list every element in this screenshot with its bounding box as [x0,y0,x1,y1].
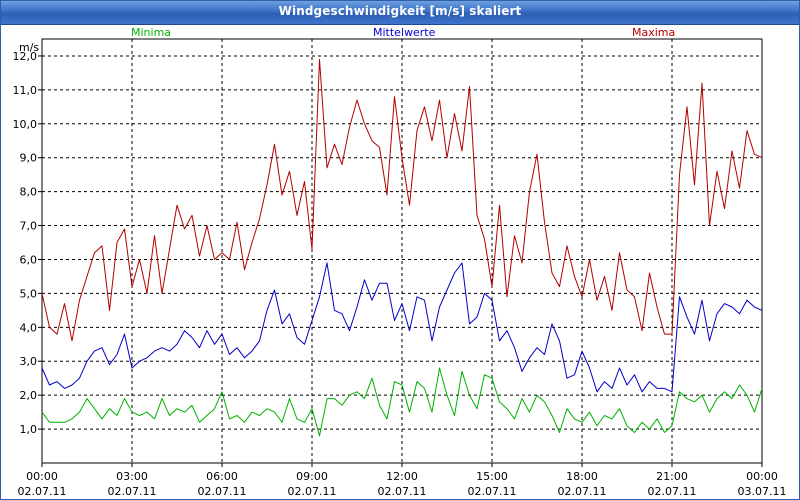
x-tick-date-label: 02.07.11 [468,485,517,498]
x-tick-date-label: 02.07.11 [288,485,337,498]
x-tick-time-label: 21:00 [656,470,688,483]
y-tick-label: 4,0 [20,321,38,334]
window-title: Windgeschwindigkeit [m/s] skaliert [278,4,522,18]
x-tick-time-label: 00:00 [746,470,778,483]
series-line-mittelwerte [41,262,763,393]
y-tick-label: 5,0 [20,287,38,300]
y-axis: 1,0 2,0 3,0 4,0 5,0 6,0 7,0 8,0 9,0 10,0 11,0 12,0 [13,50,42,436]
legend-mittelwerte: Mittelwerte [373,26,436,39]
title-bar: Windgeschwindigkeit [m/s] skaliert [1,1,799,25]
y-tick-label: 7,0 [20,220,38,233]
x-tick-date-label: 02.07.11 [18,485,67,498]
y-tick-label: 6,0 [20,253,38,266]
y-axis-unit-label: m/s [19,41,39,54]
x-tick-time-label: 03:00 [116,470,148,483]
x-tick-time-label: 00:00 [26,470,58,483]
y-tick-label: 2,0 [20,389,38,402]
x-tick-time-label: 09:00 [296,470,328,483]
series-line-maxima [41,58,763,342]
chart-grid [42,39,762,463]
x-tick-time-label: 12:00 [386,470,418,483]
y-tick-label: 3,0 [20,355,38,368]
y-tick-label: 9,0 [20,152,38,165]
x-tick-date-label: 02.07.11 [198,485,247,498]
x-tick-time-label: 15:00 [476,470,508,483]
x-axis: 00:00 02.07.11 03:00 02.07.11 06:00 02.07.11 0… [18,463,787,498]
y-tick-label: 8,0 [20,186,38,199]
x-tick-date-label: 02.07.11 [648,485,697,498]
y-tick-label: 12,0 [13,50,38,63]
x-tick-date-label: 02.07.11 [378,485,427,498]
y-tick-label: 1,0 [20,423,38,436]
legend-maxima: Maxima [632,26,675,39]
x-tick-date-label: 03.07.11 [738,485,787,498]
legend-minima: Minima [131,26,171,39]
x-tick-time-label: 06:00 [206,470,238,483]
series-lines [41,58,763,437]
x-tick-date-label: 02.07.11 [558,485,607,498]
y-tick-label: 11,0 [13,84,38,97]
y-tick-label: 10,0 [13,118,38,131]
x-tick-time-label: 18:00 [566,470,598,483]
series-line-minima [41,367,763,437]
x-tick-date-label: 02.07.11 [108,485,157,498]
